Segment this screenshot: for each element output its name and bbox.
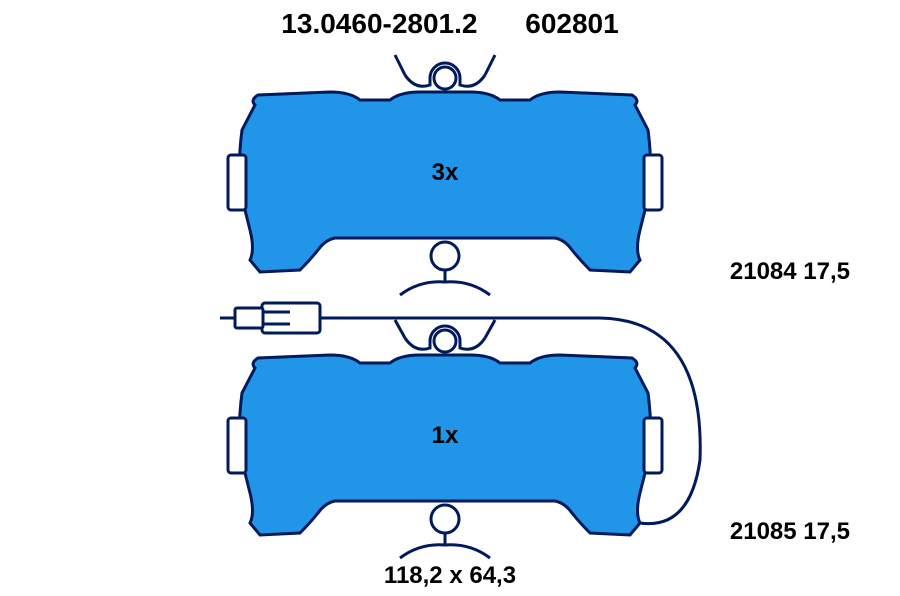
ref-label-bottom: 21085 17,5 xyxy=(730,518,850,546)
notch-right-bottom xyxy=(644,418,662,473)
ref-label-top: 21084 17,5 xyxy=(730,258,850,286)
notch-left-bottom xyxy=(228,418,246,473)
qty-label-top: 3x xyxy=(432,159,459,186)
clip-top-bottompad xyxy=(395,320,495,352)
clip-bottom-of-top xyxy=(400,242,490,295)
diagram-svg: 3x 1x xyxy=(0,0,900,596)
brake-pad-bottom: 1x xyxy=(220,303,700,558)
dimensions-label: 118,2 x 64,3 xyxy=(0,562,900,590)
notch-left-top xyxy=(228,155,246,210)
qty-label-bottom: 1x xyxy=(432,422,459,449)
brake-pad-top: 3x xyxy=(228,55,662,295)
notch-right-top xyxy=(644,155,662,210)
clip-bottom-of-bottom xyxy=(400,505,490,558)
clip-top xyxy=(395,55,495,89)
